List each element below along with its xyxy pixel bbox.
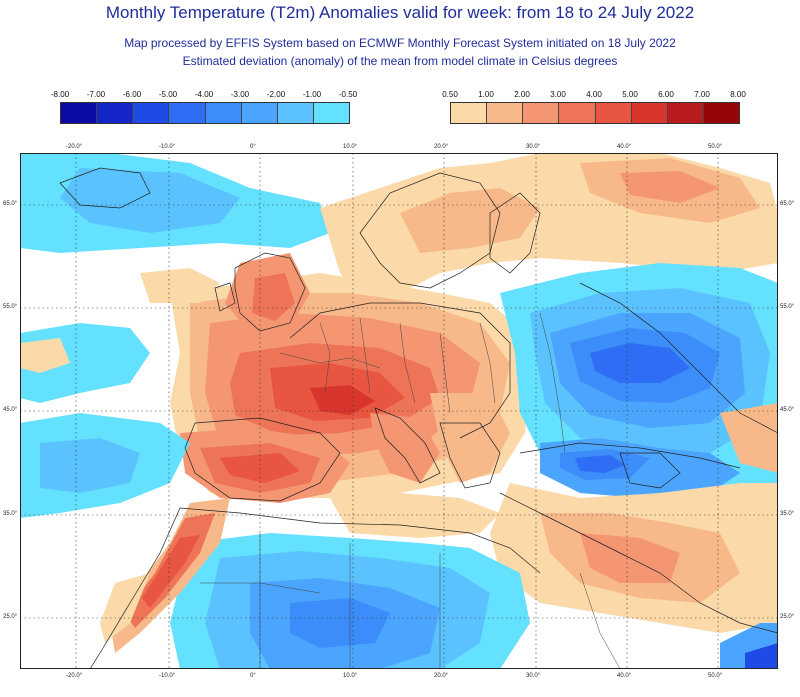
anomaly-cold-north-atlantic [20, 153, 330, 253]
legend-tick-label: -5.00 [158, 90, 178, 99]
lon-tick-label-top: 0° [250, 144, 256, 150]
anomaly-cold-atlantic-west [20, 268, 220, 518]
legend-warm-labels: 0.50 1.00 2.00 3.00 4.00 5.00 6.00 7.00 8.00 [442, 90, 746, 102]
lon-tick-label-bottom: 20.0° [434, 673, 449, 679]
anomaly-cold-southeast [720, 623, 778, 669]
legend-tick-label: 5.00 [622, 90, 638, 99]
lon-tick-label-bottom: 40.0° [617, 673, 632, 679]
legend-color-swatch [241, 103, 278, 123]
lon-tick-label-top: 50.0° [708, 144, 723, 150]
lon-tick-label-bottom: 0° [250, 673, 256, 679]
legend-color-swatch [97, 103, 134, 123]
lon-tick-label-bottom: -20.0° [66, 673, 83, 679]
country-borders [200, 312, 621, 669]
legend-tick-label: -0.50 [338, 90, 358, 99]
legend-tick-label: 0.50 [442, 90, 458, 99]
legend-color-swatch [559, 103, 596, 123]
legend-color-swatch [487, 103, 524, 123]
legend-color-swatch [205, 103, 242, 123]
lat-tick-label-left: 65.0° [3, 201, 18, 207]
legend-tick-label: -7.00 [86, 90, 106, 99]
lat-tick-label-left: 55.0° [3, 304, 18, 310]
anomaly-map [20, 153, 778, 669]
lon-tick-label-bottom: -10.0° [159, 673, 176, 679]
lat-tick-label-left: 35.0° [3, 511, 18, 517]
legend-tick-label: -1.00 [302, 90, 322, 99]
anomaly-map-svg [20, 153, 778, 669]
lat-tick-label-right: 55.0° [780, 304, 795, 310]
legend-warm-bar [450, 102, 740, 124]
legend-tick-label: -4.00 [194, 90, 214, 99]
legend-color-swatch [61, 103, 98, 123]
map-subtitle-processing: Map processed by EFFIS System based on E… [124, 36, 676, 50]
legend-color-swatch [313, 103, 349, 123]
graticule [20, 153, 778, 669]
legend-warm: 0.50 1.00 2.00 3.00 4.00 5.00 6.00 7.00 8.00 [442, 90, 746, 126]
legend-tick-label: 8.00 [730, 90, 746, 99]
legend-tick-label: -8.00 [50, 90, 70, 99]
legend-tick-label: -2.00 [266, 90, 286, 99]
lon-tick-label-top: 30.0° [526, 144, 541, 150]
legend-tick-label: 4.00 [586, 90, 602, 99]
map-subtitle-units: Estimated deviation (anomaly) of the mea… [182, 54, 618, 68]
lon-tick-label-top: 10.0° [343, 144, 358, 150]
legend-tick-label: 2.00 [514, 90, 530, 99]
legend-tick-label: 1.00 [478, 90, 494, 99]
legend-color-swatch [451, 103, 488, 123]
legend-tick-label: -3.00 [230, 90, 250, 99]
coastlines [59, 167, 778, 669]
legend-color-swatch [277, 103, 314, 123]
legend-color-swatch [631, 103, 668, 123]
legend-tick-label: 3.00 [550, 90, 566, 99]
map-title: Monthly Temperature (T2m) Anomalies vali… [105, 3, 695, 22]
lon-tick-label-top: 40.0° [617, 144, 632, 150]
lat-tick-label-right: 25.0° [780, 614, 795, 620]
map-frame [20, 153, 778, 669]
lon-tick-label-top: -20.0° [66, 144, 83, 150]
lat-tick-label-left: 45.0° [3, 407, 18, 413]
legend-color-swatch [595, 103, 632, 123]
lat-tick-label-right: 45.0° [780, 407, 795, 413]
legend-color-swatch [133, 103, 170, 123]
lon-tick-label-bottom: 50.0° [708, 673, 723, 679]
legend-color-swatch [703, 103, 739, 123]
lon-tick-label-bottom: 30.0° [526, 673, 541, 679]
lat-tick-label-right: 65.0° [780, 201, 795, 207]
anomaly-cold-east-europe [500, 263, 778, 498]
legend-tick-label: -6.00 [122, 90, 142, 99]
legend-color-swatch [667, 103, 704, 123]
lat-tick-label-left: 25.0° [3, 614, 18, 620]
legend-cold: -8.00 -7.00 -6.00 -5.00 -4.00 -3.00 -2.00 -1.00… [51, 90, 357, 126]
legend-tick-label: 6.00 [658, 90, 674, 99]
lon-tick-label-top: -10.0° [159, 144, 176, 150]
lon-tick-label-bottom: 10.0° [343, 673, 358, 679]
legend-color-swatch [523, 103, 560, 123]
legend-cold-bar [60, 102, 350, 124]
legend-color-swatch [169, 103, 206, 123]
legend-tick-label: 7.00 [694, 90, 710, 99]
lon-tick-label-top: 20.0° [434, 144, 449, 150]
lat-tick-label-right: 35.0° [780, 511, 795, 517]
legend-cold-labels: -8.00 -7.00 -6.00 -5.00 -4.00 -3.00 -2.00 -1.00… [51, 90, 357, 102]
